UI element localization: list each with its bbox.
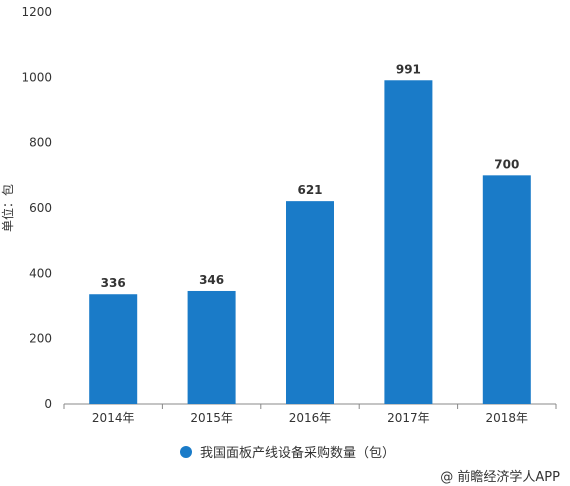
legend-marker xyxy=(180,445,192,458)
y-tick-label: 600 xyxy=(29,201,52,215)
x-tick-label: 2016年 xyxy=(289,411,332,425)
x-tick-label: 2015年 xyxy=(190,411,233,425)
data-label: 346 xyxy=(199,273,224,287)
bars xyxy=(89,80,531,405)
data-label: 991 xyxy=(396,62,421,76)
y-tick-label: 0 xyxy=(44,397,52,411)
legend: 我国面板产线设备采购数量（包） xyxy=(180,442,395,461)
legend-label: 我国面板产线设备采购数量（包） xyxy=(200,446,396,461)
data-label: 336 xyxy=(101,276,126,290)
data-label: 621 xyxy=(297,183,322,197)
y-tick-label: 800 xyxy=(29,136,52,150)
y-axis: 0 200 400 600 800 1000 1200 xyxy=(21,5,52,411)
x-tick-label: 2018年 xyxy=(486,411,529,425)
source-note: @ 前瞻经济学人APP xyxy=(440,470,560,485)
y-tick-label: 400 xyxy=(29,266,52,280)
y-axis-label: 单位：包 xyxy=(0,184,15,232)
x-tick-label: 2014年 xyxy=(92,411,135,425)
bar xyxy=(384,80,433,405)
bar xyxy=(482,175,531,404)
bar xyxy=(286,201,334,404)
data-label: 700 xyxy=(494,157,519,171)
bar xyxy=(89,294,138,404)
bar xyxy=(187,290,236,404)
data-labels: 336 346 621 991 700 xyxy=(101,62,520,290)
y-tick-label: 1000 xyxy=(21,70,52,84)
x-tick-label: 2017年 xyxy=(387,411,430,425)
x-axis: 2014年 2015年 2016年 2017年 2018年 xyxy=(63,403,557,425)
y-tick-label: 1200 xyxy=(21,5,52,19)
y-tick-label: 200 xyxy=(29,332,52,346)
